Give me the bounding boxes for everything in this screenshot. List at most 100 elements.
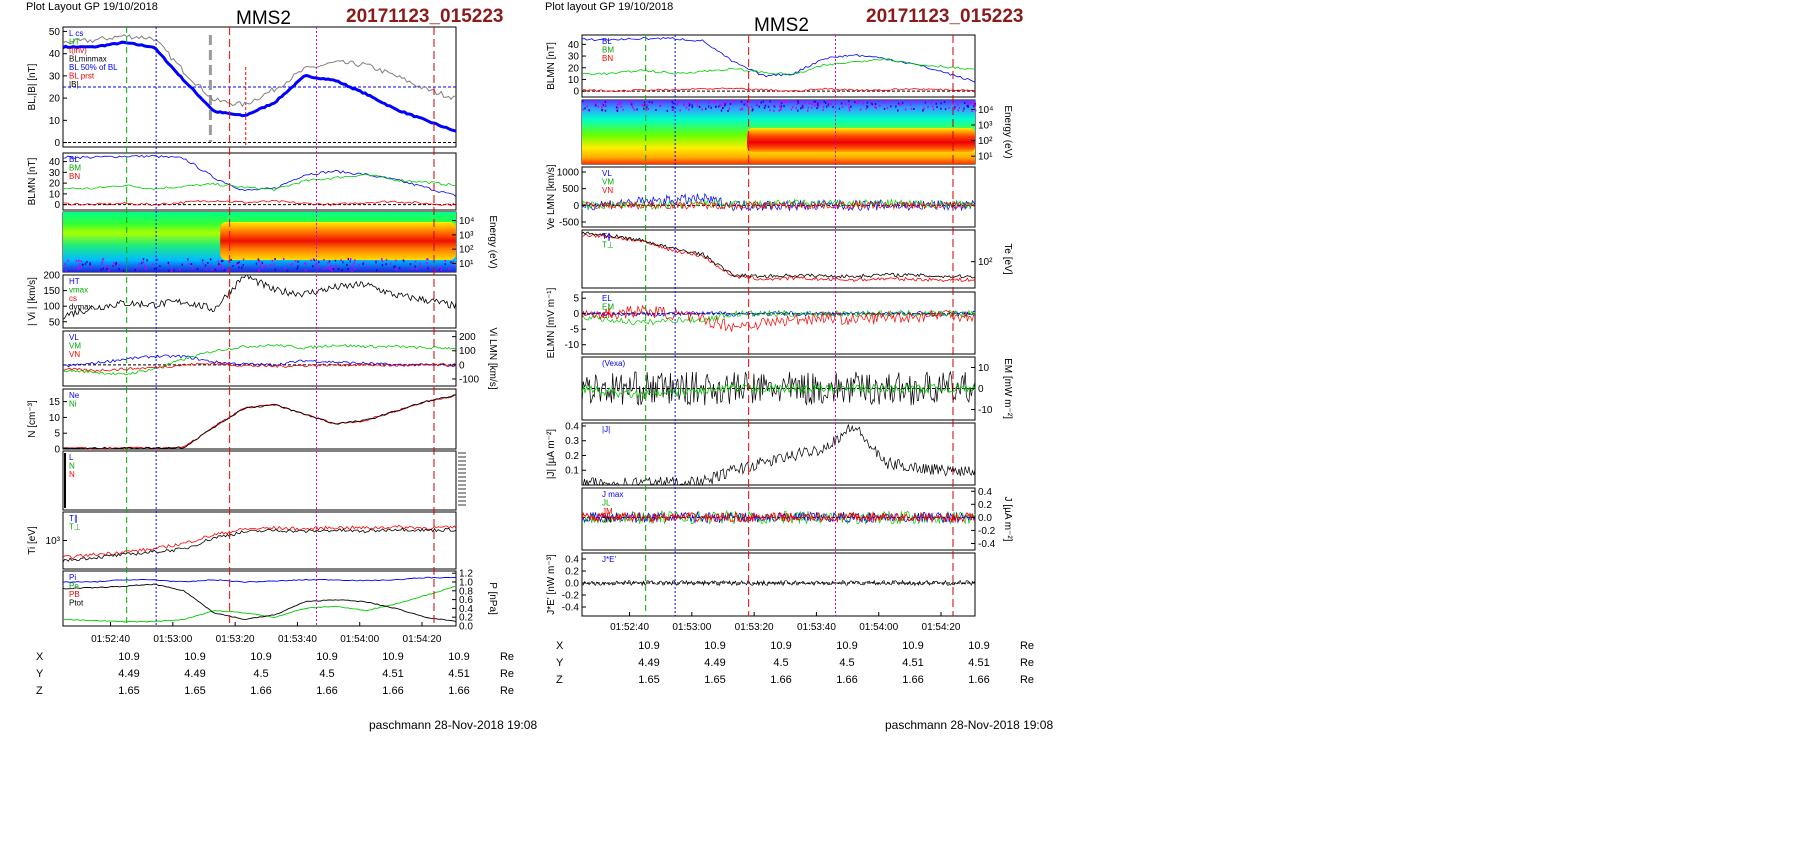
- spec-pixel: [347, 258, 350, 261]
- spec-pixel: [242, 263, 245, 266]
- ephemeris-unit: Re: [499, 650, 515, 663]
- spec-pixel: [811, 103, 814, 106]
- spec-pixel: [393, 266, 395, 269]
- y-tick-label: 30: [568, 52, 580, 63]
- legend-entry: (Vexa): [602, 359, 625, 368]
- spec-pixel: [582, 108, 584, 111]
- legend-entry: Pe: [69, 582, 79, 591]
- spec-pixel: [264, 265, 267, 268]
- spec-pixel: [346, 263, 348, 266]
- legend-entry: HT: [69, 277, 80, 286]
- ephemeris-value: 1.65: [638, 673, 660, 686]
- spec-pixel: [779, 108, 782, 111]
- spec-pixel: [84, 262, 87, 265]
- series-jn: [581, 511, 976, 524]
- y-axis-label: Energy (eV): [1002, 105, 1013, 158]
- y-tick-label: 0.2: [459, 613, 473, 624]
- spec-pixel: [313, 259, 316, 262]
- y-axis-label: P [nPa]: [487, 582, 498, 615]
- y-tick-label: 0.0: [978, 513, 992, 524]
- right-panel-frame: [581, 166, 976, 228]
- spec-pixel: [792, 106, 794, 109]
- series-b: [62, 33, 457, 108]
- spec-pixel: [801, 106, 804, 109]
- spec-pixel: [630, 100, 632, 103]
- spec-pixel: [875, 106, 878, 109]
- spec-pixel: [642, 104, 645, 107]
- spec-pixel: [897, 102, 900, 105]
- spec-pixel: [347, 267, 349, 270]
- spec-pixel: [972, 102, 975, 105]
- spec-pixel: [167, 269, 170, 272]
- legend-entry: VL: [69, 333, 79, 342]
- spec-pixel: [217, 260, 219, 263]
- spec-pixel: [238, 266, 240, 269]
- spec-pixel: [604, 100, 607, 103]
- spec-pixel: [795, 107, 797, 110]
- legend-entry: BLminmax: [69, 55, 107, 64]
- spec-pixel: [801, 104, 804, 107]
- y-tick-label: 1.2: [459, 569, 473, 580]
- spec-pixel: [710, 106, 712, 109]
- spec-pixel: [440, 268, 442, 271]
- y-tick-label: 0: [54, 200, 60, 211]
- spec-pixel: [444, 263, 447, 266]
- spec-pixel: [221, 260, 224, 263]
- y-tick-label: -100: [459, 374, 479, 385]
- spec-pixel: [289, 264, 292, 267]
- spec-pixel: [648, 100, 651, 103]
- spec-pixel: [112, 264, 114, 267]
- ephemeris-value: 1.65: [118, 684, 140, 697]
- right-spacecraft-title: MMS2: [754, 15, 809, 36]
- spec-pixel: [858, 101, 860, 104]
- spec-pixel: [739, 108, 742, 111]
- y-tick-label: -0.4: [978, 539, 996, 550]
- ephemeris-label: X: [556, 639, 564, 652]
- x-tick-label: 01:54:00: [340, 634, 379, 645]
- spec-pixel: [362, 262, 364, 265]
- ephemeris-value: 1.66: [316, 684, 338, 697]
- y-tick-label: 15: [49, 397, 61, 408]
- spec-pixel: [707, 105, 710, 108]
- spec-pixel: [970, 101, 973, 104]
- spec-pixel: [944, 108, 947, 111]
- ephemeris-label: Z: [36, 684, 43, 697]
- left-panel-frame: [62, 152, 457, 211]
- legend-entry: BM: [69, 164, 81, 173]
- spec-pixel: [974, 104, 976, 107]
- spec-pixel: [144, 264, 146, 267]
- right-event-id: 20171123_015223: [866, 6, 1024, 27]
- spec-pixel: [932, 108, 935, 111]
- spec-pixel: [419, 265, 421, 268]
- legend-entry: t(inv): [69, 46, 87, 55]
- spec-pixel: [658, 104, 661, 107]
- spec-pixel: [646, 104, 649, 107]
- spec-pixel: [895, 105, 897, 108]
- spec-pixel: [943, 100, 946, 103]
- spec-pixel: [909, 103, 912, 106]
- spec-pixel: [973, 105, 975, 108]
- spec-pixel: [312, 265, 314, 268]
- spec-pixel: [729, 102, 732, 105]
- spec-pixel: [848, 109, 851, 112]
- legend-entry: cs: [69, 294, 77, 303]
- legend-entry: BN: [602, 54, 613, 63]
- spec-pixel: [328, 266, 330, 269]
- spec-pixel: [604, 103, 607, 106]
- series-je: [581, 579, 976, 587]
- x-tick-label: 01:53:40: [278, 634, 317, 645]
- right-panel-frame: [581, 552, 976, 617]
- legend-entry: L: [69, 453, 74, 462]
- right-footer: paschmann 28-Nov-2018 19:08: [885, 718, 1054, 732]
- series-ptot: [62, 576, 457, 583]
- spec-pixel: [274, 258, 276, 261]
- spec-pixel: [395, 259, 397, 262]
- legend-entry: BM: [602, 46, 614, 55]
- spec-pixel: [601, 108, 603, 111]
- x-tick-label: 01:53:40: [797, 622, 836, 633]
- spec-pixel: [142, 258, 145, 261]
- y-axis-label: N [cm⁻³]: [27, 400, 38, 438]
- spec-pixel: [415, 268, 418, 271]
- legend-entry: PB: [69, 590, 80, 599]
